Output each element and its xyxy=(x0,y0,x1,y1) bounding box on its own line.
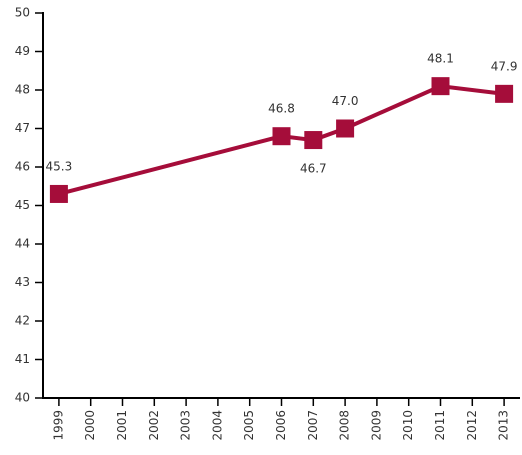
x-tick-label: 2010 xyxy=(401,410,415,441)
point xyxy=(495,84,514,103)
y-tick-label: 50 xyxy=(15,6,30,20)
y-tick-label: 41 xyxy=(15,352,30,366)
point xyxy=(272,127,291,146)
value-label: 47.9 xyxy=(491,59,518,73)
point xyxy=(336,119,355,138)
x-tick-label: 2012 xyxy=(465,410,479,441)
line xyxy=(58,84,505,196)
value-label: 48.1 xyxy=(427,52,454,66)
x-tick-label: 2011 xyxy=(433,410,447,441)
y-tick-label: 45 xyxy=(15,198,30,212)
x-tick-label: 2001 xyxy=(115,410,129,441)
value-label: 46.7 xyxy=(300,162,327,176)
y-tick-label: 49 xyxy=(15,44,30,58)
x-tick-label: 2009 xyxy=(369,410,383,441)
point xyxy=(49,184,68,203)
x-tick-label: 2013 xyxy=(497,410,511,441)
y-tick-label: 46 xyxy=(15,160,30,174)
x-tick-label: 2002 xyxy=(147,410,161,441)
y-tick-label: 48 xyxy=(15,83,30,97)
point xyxy=(304,131,323,150)
x-tick-label: 2004 xyxy=(210,410,224,441)
x-tick-label: 2008 xyxy=(338,410,352,441)
value-label: 46.8 xyxy=(268,102,295,116)
value-label: 45.3 xyxy=(46,159,73,173)
x-tick-label: 2005 xyxy=(242,410,256,441)
x-tick-label: 1999 xyxy=(51,410,65,441)
value-label: 47.0 xyxy=(332,94,359,108)
y-tick-label: 47 xyxy=(15,121,30,135)
y-tick-label: 43 xyxy=(15,275,30,289)
y-tick-label: 40 xyxy=(15,391,30,405)
y-tick-label: 42 xyxy=(15,314,30,328)
x-tick-label: 2003 xyxy=(179,410,193,441)
point xyxy=(431,77,450,96)
y-tick-label: 44 xyxy=(15,237,30,251)
x-tick-label: 2000 xyxy=(83,410,97,441)
x-tick-label: 2006 xyxy=(274,410,288,441)
x-tick-label: 2007 xyxy=(306,410,320,441)
